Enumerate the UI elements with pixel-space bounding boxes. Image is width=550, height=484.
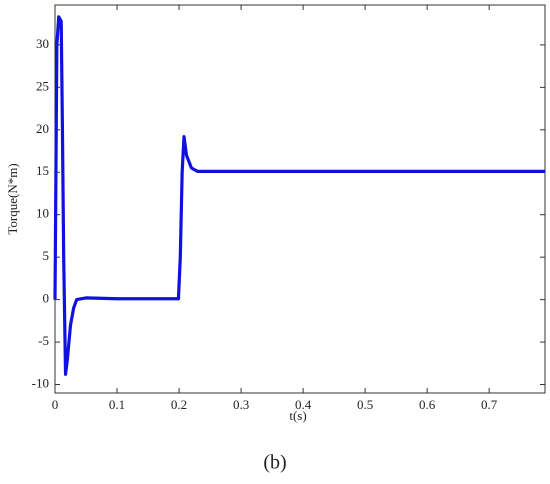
x-axis-label: t(s) xyxy=(289,408,306,423)
y-tick-label: 5 xyxy=(43,248,50,263)
x-tick-label: 0.5 xyxy=(357,397,373,412)
x-tick-label: 0.4 xyxy=(295,397,312,412)
y-tick-label: 0 xyxy=(43,291,50,306)
caption: (b) xyxy=(263,452,286,474)
y-tick-label: 10 xyxy=(36,206,49,221)
torque-line xyxy=(53,15,545,376)
x-tick-label: 0 xyxy=(52,397,59,412)
y-axis-label: Torque(N*m) xyxy=(5,163,20,234)
plot-frame xyxy=(54,4,546,394)
x-tick-label: 0.6 xyxy=(419,397,436,412)
y-tick-label: -10 xyxy=(32,375,49,390)
y-tick-label: 25 xyxy=(36,78,49,93)
y-tick-label: 15 xyxy=(36,163,49,178)
y-tick-label: 30 xyxy=(36,36,49,51)
x-tick-label: 0.7 xyxy=(481,397,498,412)
x-tick-label: 0.3 xyxy=(233,397,249,412)
y-tick-label: -5 xyxy=(38,333,49,348)
x-tick-label: 0.1 xyxy=(109,397,125,412)
x-tick-label: 0.2 xyxy=(171,397,187,412)
y-tick-label: 20 xyxy=(36,121,49,136)
